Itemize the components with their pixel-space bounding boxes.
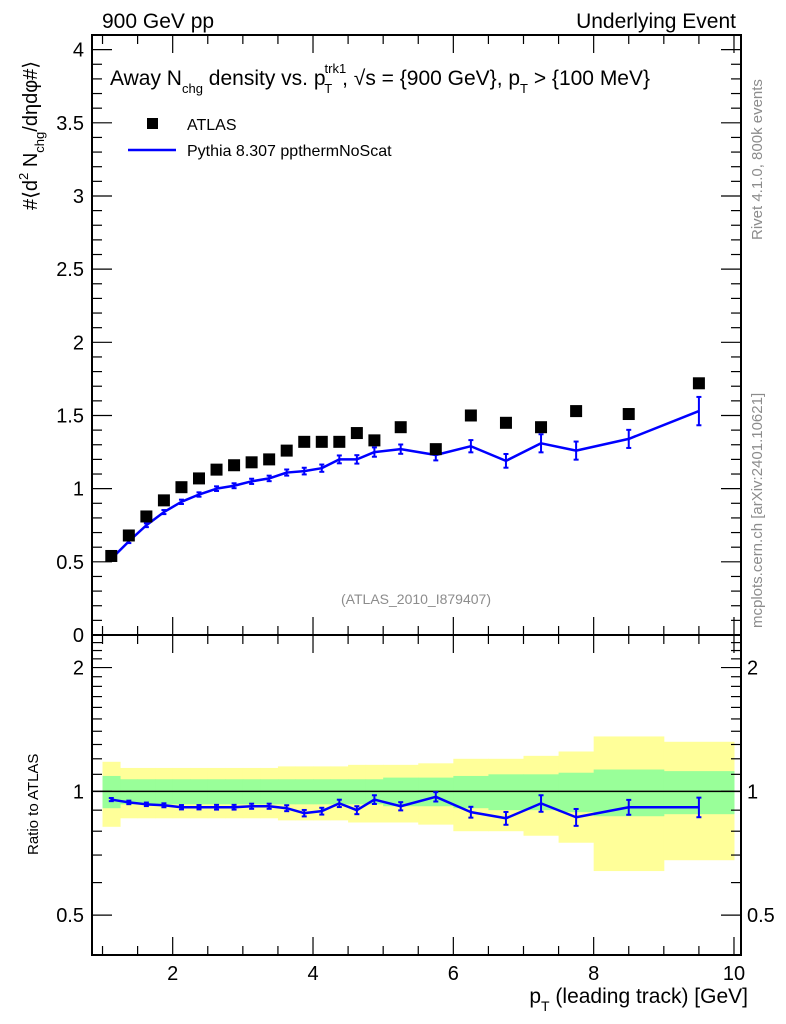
main-ylabel: #⟨d2 Nchg/dηdφ#⟩: [16, 61, 47, 210]
atlas-data-point: [394, 421, 407, 434]
atlas-data-point: [228, 459, 241, 472]
header-left: 900 GeV pp: [102, 10, 214, 33]
atlas-data-point: [570, 405, 583, 418]
ratio-y-tick-label: 2: [73, 658, 84, 680]
y-tick-label: 1.5: [56, 405, 84, 427]
mc-ratio-series: [108, 791, 702, 827]
atlas-data-point: [175, 481, 188, 494]
legend-atlas-marker: [147, 118, 158, 129]
atlas-data-point: [280, 444, 293, 457]
ratio-frame: [91, 634, 742, 956]
x-tick-label: 4: [307, 963, 318, 985]
atlas-data-point: [105, 549, 118, 562]
y-tick-label: 3.5: [56, 113, 84, 135]
atlas-data-point: [192, 472, 205, 485]
atlas-data-point: [315, 435, 328, 448]
x-tick-label: 6: [448, 963, 459, 985]
ratio-y-tick-label-right: 2: [747, 658, 758, 680]
atlas-data-point: [622, 408, 635, 421]
legend-mc-label: Pythia 8.307 ppthermNoScat: [187, 143, 392, 160]
mc-series-main: [108, 395, 702, 562]
y-tick-label: 2: [73, 332, 84, 354]
ratio-band-inner: [558, 772, 595, 813]
ratio-y-tick-label-right: 1: [747, 781, 758, 803]
legend-atlas-label: ATLAS: [187, 117, 237, 134]
atlas-data-point: [157, 494, 170, 507]
atlas-data-point: [210, 463, 223, 476]
x-axis-label: pT (leading track) [GeV]: [529, 985, 748, 1014]
atlas-data-point: [350, 427, 363, 440]
atlas-data-point: [298, 435, 311, 448]
rivet-label: Rivet 4.1.0, 800k events: [749, 79, 766, 240]
atlas-data-point: [535, 421, 548, 434]
ratio-mc-line: [111, 795, 699, 820]
atlas-data-point: [368, 434, 381, 447]
atlas-data-point: [499, 416, 512, 429]
main-title: Away Nchg density vs. ptrk1 T, √s = {900 …: [110, 61, 650, 96]
atlas-data-point: [122, 529, 135, 542]
analysis-watermark: (ATLAS_2010_I879407): [341, 591, 491, 607]
ratio-uncertainty-bands: [102, 736, 735, 872]
atlas-data-point: [245, 456, 258, 469]
x-tick-label: 2: [167, 963, 178, 985]
y-tick-label: 0: [73, 625, 84, 647]
y-tick-label: 1: [73, 479, 84, 501]
y-tick-label: 3: [73, 186, 84, 208]
atlas-data-point: [140, 510, 153, 523]
ratio-y-tick-label: 0.5: [56, 905, 84, 927]
y-tick-label: 4: [73, 40, 84, 62]
main-axes: 0 0.5 1 1.5 2 2.5 3 3.5 4: [56, 34, 742, 647]
mcplots-label: mcplots.cern.ch [arXiv:2401.10621]: [749, 393, 766, 628]
ratio-y-tick-label-right: 0.5: [747, 905, 775, 927]
header-right: Underlying Event: [576, 10, 736, 33]
ratio-band-inner: [488, 774, 524, 811]
x-tick-label: 8: [588, 963, 599, 985]
ratio-axes: 0.5 0.5 1 1 2 2 2 4 6 8 10: [56, 634, 775, 985]
atlas-series-main: [105, 377, 705, 562]
ratio-y-tick-label: 1: [73, 781, 84, 803]
y-tick-label: 2.5: [56, 259, 84, 281]
atlas-data-point: [429, 443, 442, 456]
atlas-data-point: [464, 409, 477, 422]
atlas-data-point: [692, 377, 705, 390]
atlas-data-point: [263, 453, 276, 466]
ratio-ylabel: Ratio to ATLAS: [25, 754, 42, 855]
y-tick-label: 0.5: [56, 552, 84, 574]
atlas-data-point: [333, 435, 346, 448]
x-tick-label: 10: [723, 963, 745, 985]
mc-line: [110, 409, 700, 560]
